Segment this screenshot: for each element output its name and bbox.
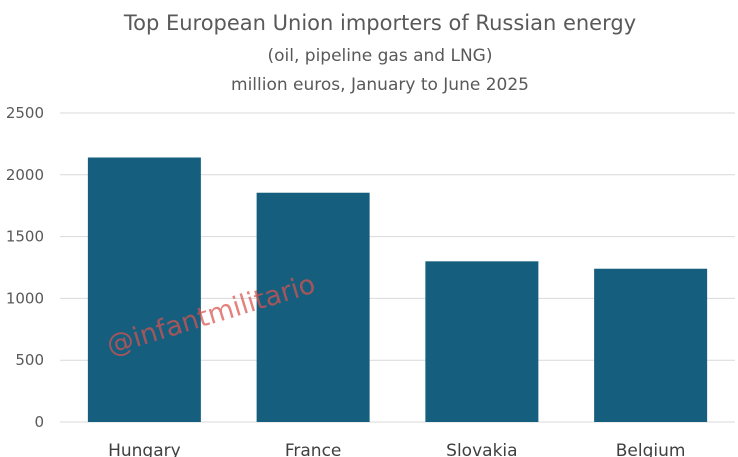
y-tick-label: 1500: [6, 228, 44, 246]
y-tick-label: 0: [34, 413, 44, 431]
bar-france: [256, 192, 370, 422]
bar-hungary: [87, 157, 201, 422]
x-axis-category-labels: Hungary France Slovakia Belgium: [108, 441, 685, 457]
x-category-label-belgium: Belgium: [616, 441, 686, 457]
x-category-label-france: France: [285, 441, 342, 457]
bar-slovakia: [425, 261, 539, 422]
chart-subtitle-line-1: (oil, pipeline gas and LNG): [268, 46, 493, 66]
bar-belgium: [594, 268, 708, 422]
x-category-label-hungary: Hungary: [108, 441, 181, 457]
bars: [87, 157, 708, 422]
y-axis-tick-labels: 0 500 1000 1500 2000 2500: [6, 104, 44, 431]
y-tick-label: 500: [15, 351, 44, 369]
y-tick-label: 2500: [6, 104, 44, 122]
chart-title: Top European Union importers of Russian …: [123, 11, 636, 35]
y-tick-label: 1000: [6, 289, 44, 307]
x-category-label-slovakia: Slovakia: [446, 441, 517, 457]
y-tick-label: 2000: [6, 166, 44, 184]
chart-subtitle-line-2: million euros, January to June 2025: [231, 75, 529, 95]
